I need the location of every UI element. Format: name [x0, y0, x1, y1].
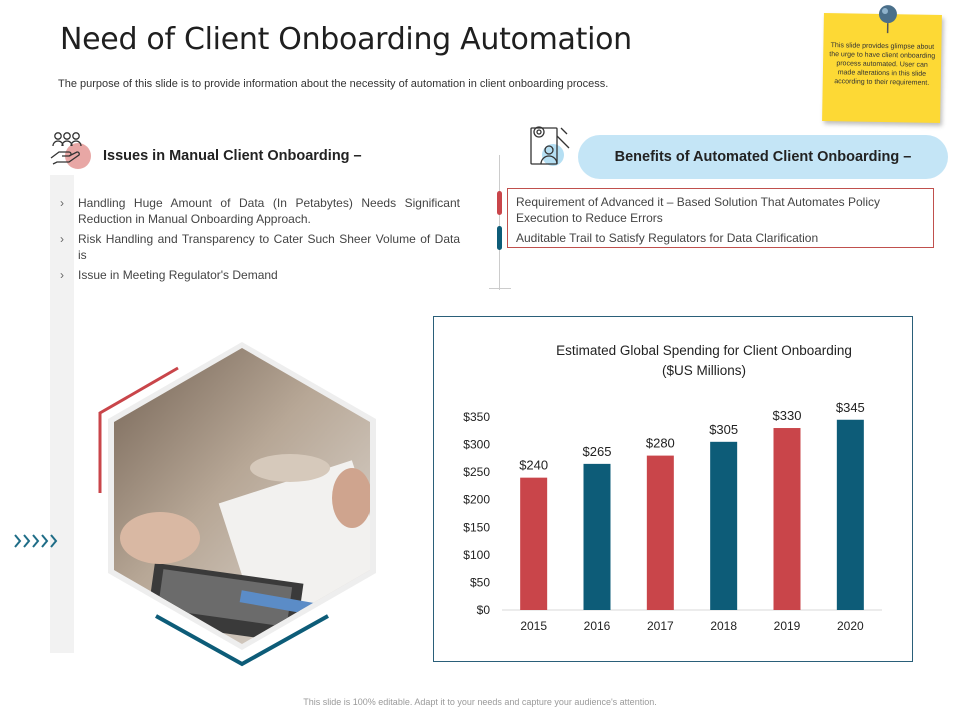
bar — [710, 441, 738, 610]
sticky-note: This slide provides glimpse about the ur… — [822, 5, 942, 124]
x-tick-label: 2018 — [710, 619, 737, 633]
team-hand-icon — [50, 132, 91, 169]
y-tick-label: $250 — [463, 465, 490, 479]
y-tick-label: $200 — [463, 493, 490, 507]
chevron-right-icon: › — [60, 196, 64, 210]
divider-line — [499, 155, 500, 290]
bar-chart: $0 $50 $100 $150 $200 $250 $300 $350 $240 2015 $26… — [463, 400, 882, 633]
issues-list: › Handling Huge Amount of Data (In Petaby… — [60, 195, 460, 287]
benefit-marker-red — [497, 191, 502, 215]
bar-value-label: $345 — [836, 400, 865, 415]
chart-title-line: Estimated Global Spending for Client Onb… — [556, 343, 852, 358]
bar-value-label: $280 — [646, 436, 675, 451]
chevron-right-icon: › — [60, 232, 64, 246]
bar — [773, 428, 801, 610]
y-tick-label: $350 — [463, 410, 490, 424]
list-item: › Handling Huge Amount of Data (In Petaby… — [60, 195, 460, 227]
y-tick-label: $150 — [463, 520, 490, 534]
bar — [583, 463, 611, 610]
y-tick-label: $0 — [477, 603, 491, 617]
x-tick-label: 2015 — [520, 619, 547, 633]
bar — [836, 419, 864, 610]
chevron-right-icon: › — [60, 268, 64, 282]
slide-subtitle: The purpose of this slide is to provide … — [58, 78, 609, 90]
chart-title-line: ($US Millions) — [661, 363, 746, 378]
bar — [646, 455, 674, 610]
list-item: Requirement of Advanced it – Based Solut… — [516, 195, 880, 225]
x-tick-label: 2016 — [584, 619, 611, 633]
benefits-heading: Benefits of Automated Client Onboarding … — [578, 135, 948, 179]
bar-value-label: $240 — [519, 458, 548, 473]
x-tick-label: 2019 — [774, 619, 801, 633]
office-photo-hexagon — [90, 338, 390, 673]
benefits-list: Requirement of Advanced it – Based Solut… — [507, 188, 934, 248]
list-item: › Issue in Meeting Regulator's Demand — [60, 267, 460, 283]
chevrons-right-icon — [14, 534, 58, 548]
issue-text: Handling Huge Amount of Data (In Petabyt… — [78, 196, 460, 226]
spending-chart: Estimated Global Spending for Client Onb… — [433, 316, 913, 662]
x-tick-label: 2017 — [647, 619, 674, 633]
issues-heading: Issues in Manual Client Onboarding – — [103, 148, 362, 164]
bar-value-label: $330 — [773, 408, 802, 423]
slide-footer: This slide is 100% editable. Adapt it to… — [303, 697, 657, 707]
bar — [520, 477, 548, 610]
left-accent-strip — [50, 175, 74, 653]
list-item: Auditable Trail to Satisfy Regulators fo… — [516, 231, 819, 245]
y-tick-label: $100 — [463, 548, 490, 562]
bar-value-label: $305 — [709, 422, 738, 437]
divider-foot — [489, 288, 511, 289]
bar-value-label: $265 — [583, 444, 612, 459]
user-settings-icon — [530, 126, 570, 166]
slide-title: Need of Client Onboarding Automation — [60, 22, 632, 57]
y-tick-label: $300 — [463, 438, 490, 452]
issue-text: Issue in Meeting Regulator's Demand — [78, 268, 278, 282]
office-photo — [98, 342, 376, 667]
issue-text: Risk Handling and Transparency to Cater … — [78, 232, 460, 262]
benefit-marker-teal — [497, 226, 502, 250]
list-item: › Risk Handling and Transparency to Cater… — [60, 231, 460, 263]
y-tick-label: $50 — [470, 575, 490, 589]
pushpin-icon — [878, 5, 897, 34]
x-tick-label: 2020 — [837, 619, 864, 633]
sticky-note-text: This slide provides glimpse about the ur… — [829, 42, 936, 87]
